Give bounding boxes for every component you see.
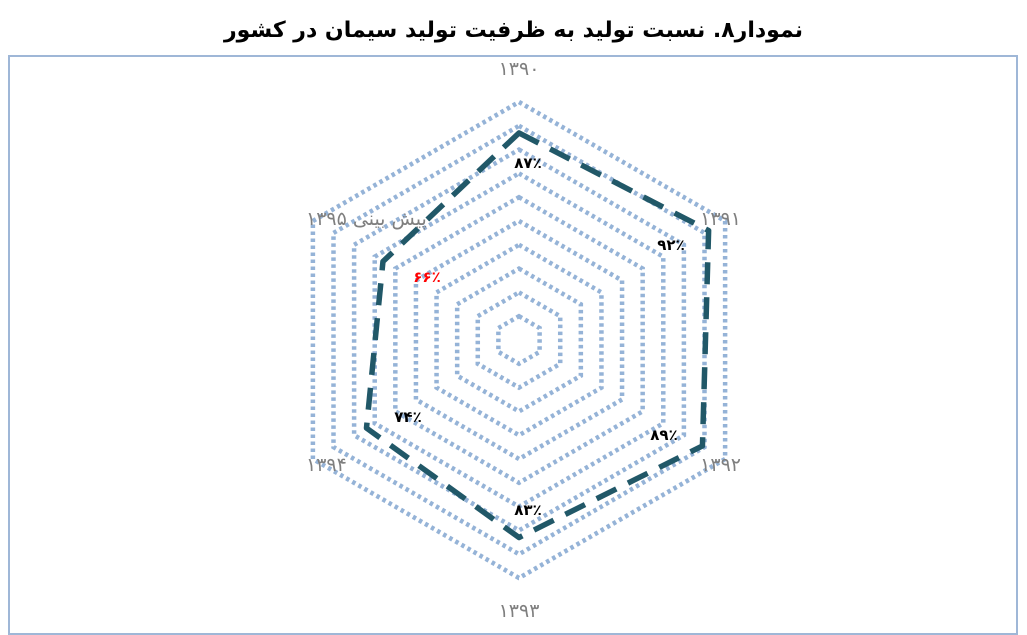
data-label: ۹۲٪ bbox=[657, 236, 684, 254]
category-label: ۱۳۹۰ bbox=[499, 58, 540, 80]
grid-ring bbox=[351, 147, 687, 533]
grid-ring bbox=[310, 99, 728, 581]
grid-ring bbox=[393, 194, 645, 486]
value-labels: ۸۷٪ ۹۲٪ ۸۹٪ ۸۳٪ ۷۴٪ ۶۶٪ bbox=[394, 154, 684, 519]
category-label: ۱۳۹۲ bbox=[700, 454, 741, 476]
grid-ring bbox=[434, 242, 604, 438]
series-line-0 bbox=[363, 130, 712, 541]
grid-ring bbox=[496, 313, 542, 367]
radar-series bbox=[363, 130, 712, 541]
category-label: ۱۳۹۱ bbox=[700, 208, 741, 230]
data-label: ۸۷٪ bbox=[514, 154, 541, 172]
data-label: ۸۳٪ bbox=[514, 501, 541, 519]
grid-ring bbox=[331, 123, 707, 557]
category-label: پیش بینی ۱۳۹۵ bbox=[306, 208, 427, 230]
radar-grid bbox=[310, 99, 728, 581]
data-label: ۶۶٪ bbox=[413, 268, 440, 286]
data-label: ۷۴٪ bbox=[394, 408, 421, 426]
radar-chart: ۱۳۹۰ ۱۳۹۱ ۱۳۹۲ ۱۳۹۳ ۱۳۹۴ پیش بینی ۱۳۹۵ ۸۷٪ ۹۲٪… bbox=[306, 58, 741, 619]
category-label: ۱۳۹۴ bbox=[306, 454, 347, 476]
grid-ring bbox=[413, 218, 625, 462]
category-label: ۱۳۹۳ bbox=[499, 600, 540, 619]
category-labels: ۱۳۹۰ ۱۳۹۱ ۱۳۹۲ ۱۳۹۳ ۱۳۹۴ پیش بینی ۱۳۹۵ bbox=[306, 58, 741, 619]
chart-title: نمودار۸. نسبت تولید به ظرفیت تولید سیمان… bbox=[224, 18, 803, 43]
grid-ring bbox=[454, 266, 584, 414]
grid-ring bbox=[475, 289, 563, 391]
data-label: ۸۹٪ bbox=[650, 426, 677, 444]
grid-ring bbox=[372, 170, 666, 510]
